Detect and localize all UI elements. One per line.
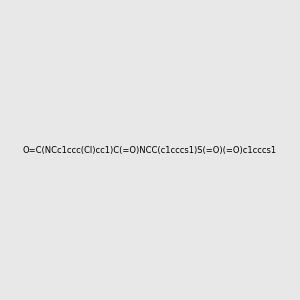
Text: O=C(NCc1ccc(Cl)cc1)C(=O)NCC(c1cccs1)S(=O)(=O)c1cccs1: O=C(NCc1ccc(Cl)cc1)C(=O)NCC(c1cccs1)S(=O…: [23, 146, 277, 154]
